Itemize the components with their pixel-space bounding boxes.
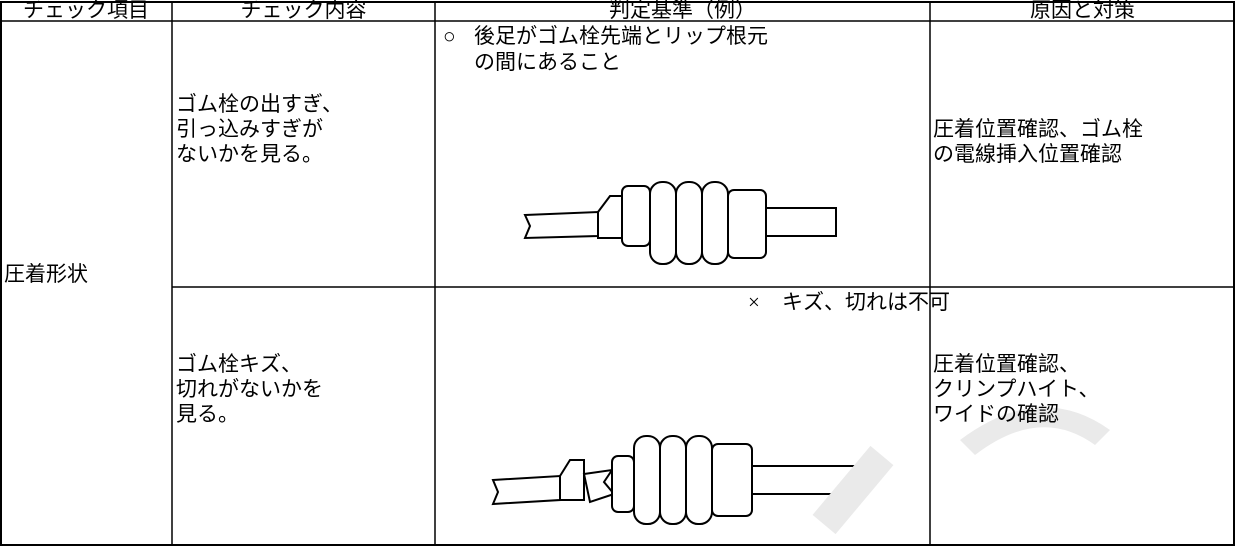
criterion-line: の間にあること [474,50,621,74]
watermark [812,407,1110,535]
content-line: ゴム栓の出すぎ、 [176,92,343,116]
measure-line: クリンプハイト、 [933,377,1100,401]
measure-line: 圧着位置確認、 [933,352,1080,376]
content-line: 見る。 [176,402,239,426]
criterion-line: キズ、切れは不可 [782,290,950,314]
content-line: ゴム栓キズ、 [176,352,302,376]
content-line: ないかを見る。 [176,142,323,166]
header-cell: チェック内容 [240,0,367,22]
measure-line: ワイドの確認 [933,402,1059,426]
measure-line: 圧着位置確認、ゴム栓 [933,117,1143,141]
header-cell: チェック項目 [23,0,149,22]
illustration-ng [491,435,861,525]
criterion-mark: ○ [443,24,456,48]
measure-line: の電線挿入位置確認 [933,142,1122,166]
header-cell: 判定基準（例） [609,0,756,22]
content-line: 引っ込みすぎが [176,117,323,141]
item-cell: 圧着形状 [4,262,88,286]
criterion-mark: × [748,290,760,314]
criterion-line: 後足がゴム栓先端とリップ根元 [474,24,768,48]
illustration-ok [523,181,837,265]
header-cell: 原因と対策 [1030,0,1135,22]
content-line: 切れがないかを [176,377,323,401]
